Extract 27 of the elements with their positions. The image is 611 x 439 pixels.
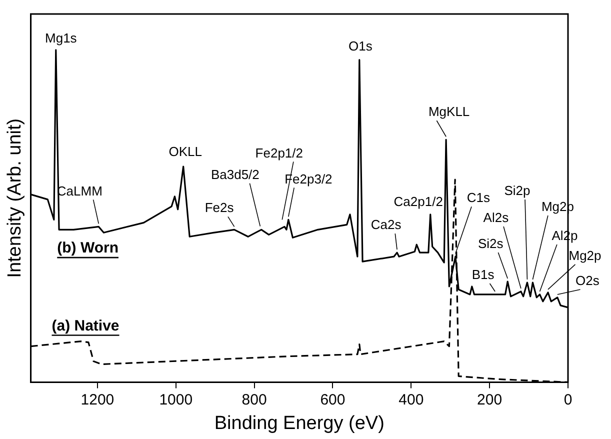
series-label: (a) Native: [52, 317, 120, 334]
annotation: Ba3d5/2: [210, 166, 260, 182]
annotation: O2s: [575, 273, 600, 288]
annotation: Fe2p1/2: [255, 145, 303, 160]
annotation: Mg2p: [568, 248, 602, 264]
annotation: O1s: [348, 38, 373, 54]
annotation: Si2s: [478, 236, 504, 252]
annotation: Si2p: [504, 183, 530, 198]
x-tick-label: 1200: [80, 391, 114, 408]
annotation: Al2s: [483, 210, 510, 226]
x-tick-label: 0: [564, 391, 572, 408]
annotation: Ca2p1/2: [394, 194, 443, 209]
x-tick-label: 200: [477, 391, 502, 408]
x-axis-title: Binding Energy (eV): [214, 412, 384, 434]
annotation: Ca2s: [370, 217, 402, 232]
annotation: OKLL: [168, 144, 202, 160]
x-tick-label: 800: [242, 391, 267, 408]
annotation: C1s: [466, 190, 491, 206]
x-tick-label: 1000: [159, 391, 193, 408]
annotation: Fe2s: [204, 200, 234, 216]
x-tick-label: 400: [398, 391, 424, 408]
x-tick-label: 600: [320, 391, 346, 408]
annotation: Mg1s: [44, 30, 78, 46]
legend-label: (b) Worn: [57, 240, 118, 257]
annotation: B1s: [472, 267, 495, 282]
annotation: MgKLL: [428, 104, 470, 120]
y-axis-title: Intensity (Arb. unit): [4, 118, 26, 278]
